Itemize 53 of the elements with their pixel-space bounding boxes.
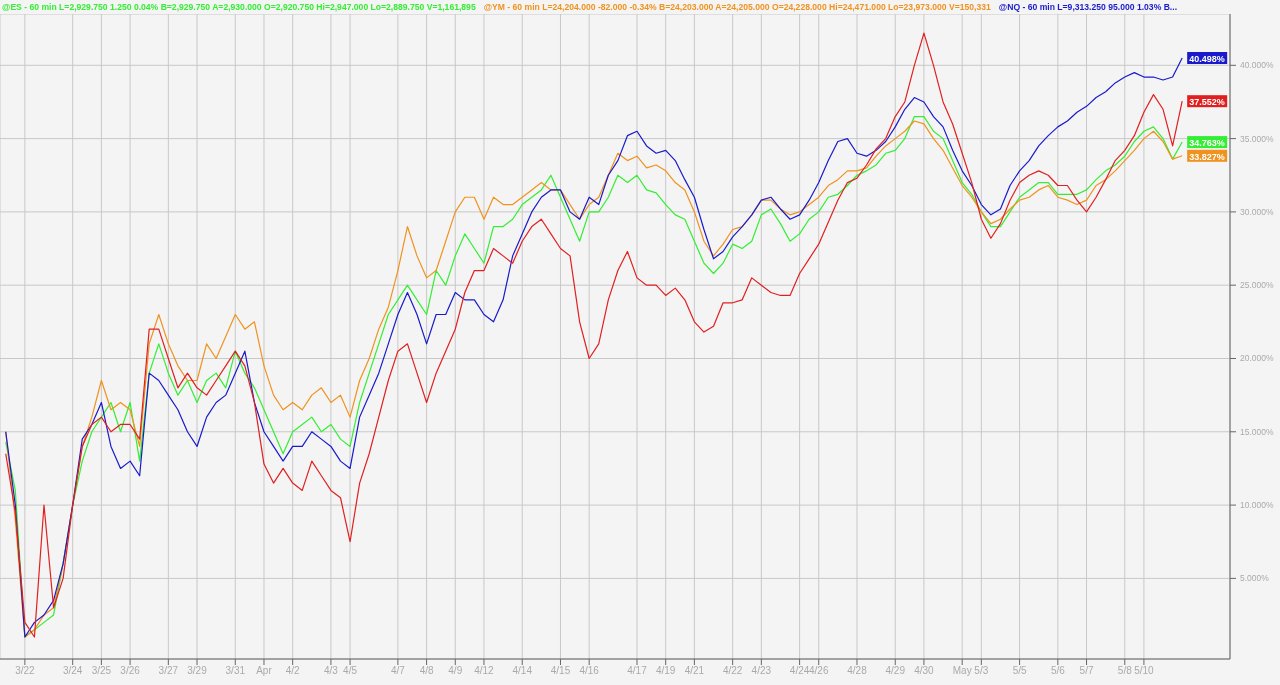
x-tick-label: 4/3: [323, 665, 339, 677]
x-tick-label: 4/19: [655, 665, 676, 677]
x-tick-label: 4/7: [390, 665, 406, 677]
x-tick-label: 5/7: [1079, 665, 1094, 677]
annotation: 34.763%: [1189, 138, 1225, 149]
y-tick-label: 40.000%: [1240, 60, 1274, 71]
x-tick-label: 4/23: [751, 665, 772, 677]
annotation: 33.827%: [1189, 151, 1225, 162]
x-tick-label: 3/25: [91, 665, 112, 677]
y-tick-label: 5.000%: [1240, 573, 1270, 584]
x-tick-label: 5/8: [1117, 665, 1133, 677]
x-tick-label: 4/9: [448, 665, 463, 677]
x-tick-label: 3/29: [187, 665, 208, 677]
x-tick-label: 4/28: [847, 665, 868, 677]
x-tick-label: 4/8: [419, 665, 434, 677]
y-tick-label: 10.000%: [1240, 500, 1274, 511]
x-tick-label: 4/16: [579, 665, 600, 677]
x-tick-label: 4/22: [722, 665, 743, 677]
x-tick-label: 4/12: [474, 665, 495, 677]
x-tick-label: 4/21: [684, 665, 705, 677]
text: L=9,313.250 95.000 1.03% B...: [1057, 2, 1178, 12]
x-tick-label: 4/14: [512, 665, 533, 677]
x-tick-label: 5/5: [1012, 665, 1027, 677]
annotation: 40.498%: [1189, 54, 1225, 65]
x-tick-label: 4/2: [285, 665, 301, 677]
y-tick-label: 35.000%: [1240, 133, 1274, 144]
text: L=24,204.000 -82.000 -0.34% B=24,203.000 A=24,205.000 O=24,228.000 Hi=24,471.000 Lo=23,973.000 V=150,331: [542, 2, 991, 12]
text: @ES - 60 min: [2, 2, 57, 12]
x-tick-label: 4/29: [885, 665, 906, 677]
x-tick-label: 3/31: [225, 665, 246, 677]
x-tick-label: 4/17: [627, 665, 648, 677]
x-tick-label: 3/26: [120, 665, 141, 677]
x-tick-label: 4/26: [808, 665, 829, 677]
x-tick-label: May: [952, 665, 972, 677]
x-tick-label: 3/22: [15, 665, 36, 677]
text: @NQ - 60 min: [998, 2, 1055, 12]
x-tick-label: 4/15: [550, 665, 571, 677]
x-tick-label: 4/5: [343, 665, 358, 677]
x-tick-label: Apr: [256, 665, 273, 677]
y-tick-label: 25.000%: [1240, 280, 1274, 291]
y-tick-label: 20.000%: [1240, 353, 1274, 364]
annotation: 37.552%: [1189, 97, 1225, 108]
x-tick-label: 3/24: [62, 665, 83, 677]
x-tick-label: 3/27: [158, 665, 179, 677]
x-tick-label: 4/24: [789, 665, 810, 677]
x-tick-label: 5/6: [1050, 665, 1066, 677]
y-tick-label: 15.000%: [1240, 426, 1274, 437]
x-tick-label: 4/30: [914, 665, 935, 677]
x-tick-label: 5/10: [1134, 665, 1155, 677]
text: @YM - 60 min: [483, 2, 540, 12]
x-tick-label: 5/3: [974, 665, 989, 677]
text: L=2,929.750 1.250 0.04% B=2,929.750 A=2,930.000 O=2,920.750 Hi=2,947.000 Lo=2,889.750 V=1,161,895: [59, 2, 476, 12]
y-tick-label: 30.000%: [1240, 206, 1274, 217]
